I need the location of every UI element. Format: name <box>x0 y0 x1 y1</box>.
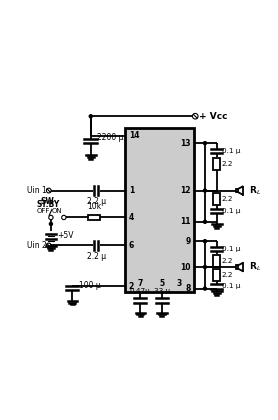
Text: 2.2: 2.2 <box>222 196 233 202</box>
Text: 0.1 μ: 0.1 μ <box>222 246 240 252</box>
Text: 10: 10 <box>180 262 191 272</box>
Circle shape <box>203 265 207 268</box>
Text: 11: 11 <box>180 217 191 226</box>
Circle shape <box>203 142 207 144</box>
Text: 2.2 μ: 2.2 μ <box>86 252 106 261</box>
Text: 1: 1 <box>129 186 134 195</box>
Circle shape <box>62 215 66 220</box>
Circle shape <box>49 215 53 220</box>
Text: ST.BY: ST.BY <box>36 200 59 210</box>
Circle shape <box>203 287 207 290</box>
Text: 2.2: 2.2 <box>222 160 233 167</box>
Bar <box>88 215 100 220</box>
Bar <box>236 189 238 192</box>
Text: 6: 6 <box>129 241 134 250</box>
Text: 100 μ: 100 μ <box>79 281 101 291</box>
Text: 10k: 10k <box>87 202 101 211</box>
Text: 0.1 μ: 0.1 μ <box>222 148 240 154</box>
Text: 2.2: 2.2 <box>222 272 233 278</box>
Text: Uin 2: Uin 2 <box>27 241 47 250</box>
Text: R$_L$: R$_L$ <box>249 261 261 273</box>
Text: OFF: OFF <box>36 207 50 214</box>
Text: 0.1 μ: 0.1 μ <box>222 284 240 289</box>
Circle shape <box>203 240 207 243</box>
Text: 4: 4 <box>129 213 134 222</box>
Text: 0.1 μ: 0.1 μ <box>222 208 240 214</box>
Text: 2200 μ: 2200 μ <box>97 133 123 142</box>
Text: 0,47μ: 0,47μ <box>130 288 151 294</box>
Text: 2.2 μ: 2.2 μ <box>86 197 106 207</box>
Text: 2.2: 2.2 <box>222 257 233 264</box>
Circle shape <box>203 189 207 192</box>
Bar <box>213 158 220 170</box>
Text: 9: 9 <box>185 237 191 246</box>
Text: ON: ON <box>52 207 63 214</box>
Text: SW: SW <box>41 197 54 206</box>
Circle shape <box>49 223 53 226</box>
Text: 33 μ: 33 μ <box>154 288 170 294</box>
Text: 3: 3 <box>177 279 182 289</box>
Text: 12: 12 <box>180 186 191 195</box>
Text: R$_L$: R$_L$ <box>249 184 261 197</box>
Text: 2: 2 <box>129 282 134 291</box>
Bar <box>236 265 238 269</box>
Text: Uin 1: Uin 1 <box>27 186 47 195</box>
Bar <box>213 269 220 281</box>
Bar <box>213 193 220 205</box>
Bar <box>213 255 220 267</box>
Text: 5: 5 <box>159 279 164 289</box>
Bar <box>125 128 194 292</box>
Text: +5V: +5V <box>57 231 74 240</box>
Text: + Vcc: + Vcc <box>199 112 228 121</box>
Text: 8: 8 <box>185 284 191 293</box>
Circle shape <box>203 220 207 223</box>
Circle shape <box>89 115 92 118</box>
Text: 7: 7 <box>138 279 143 289</box>
Text: 13: 13 <box>180 139 191 148</box>
Text: 14: 14 <box>129 131 139 140</box>
